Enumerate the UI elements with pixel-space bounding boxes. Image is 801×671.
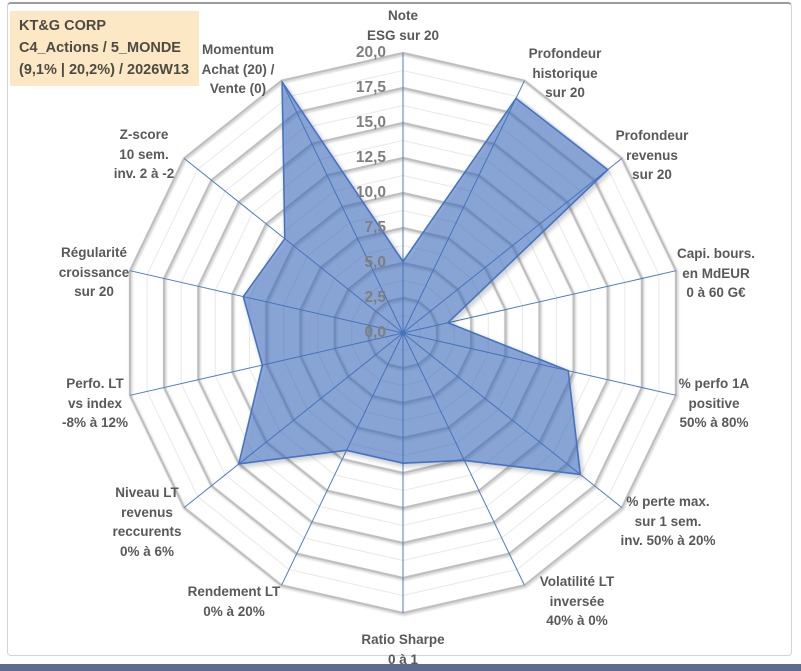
axis-label-line: 0 à 1 — [387, 651, 419, 667]
axis-label-line: sur 20 — [545, 85, 585, 100]
axis-label-3: Capi. bours. en MdEUR 0 à 60 G€ — [677, 244, 755, 303]
axis-label-line: revenus — [626, 147, 678, 163]
axis-label-line: revenus — [121, 504, 173, 520]
chart-title-box[interactable]: KT&G CORP C4_Actions / 5_MONDE (9,1% | 2… — [10, 11, 200, 86]
radial-tick-label: 17,5 — [355, 79, 386, 96]
axis-label-line: reccurents — [112, 524, 182, 539]
axis-label-line: vs index — [67, 395, 123, 411]
axis-label-line: % perte max. — [626, 494, 710, 509]
axis-label-line: 0% à 20% — [203, 603, 265, 619]
axis-label-line: 10 sem. — [119, 146, 169, 162]
axis-label-6: Volatilité LT inversée 40% à 0% — [540, 572, 615, 631]
axis-label-12: Z-score 10 sem. inv. 2 à -2 — [114, 125, 175, 184]
axis-label-13: Momentum Achat (20) / Vente (0) — [202, 40, 275, 99]
axis-label-line: sur 20 — [74, 284, 114, 299]
axis-label-line: 0% à 6% — [119, 543, 175, 559]
title-stats-week: (9,1% | 20,2%) / 2026W13 — [19, 62, 190, 78]
radial-tick-label: 7,5 — [364, 219, 386, 236]
window-edge-bar — [0, 664, 801, 671]
axis-label-line: -8% à 12% — [61, 415, 129, 430]
radial-tick-label: 5,0 — [364, 254, 386, 271]
axis-label-2: Profondeur revenus sur 20 — [616, 126, 689, 185]
axis-label-line: Volatilité LT — [539, 574, 615, 589]
radial-tick-label: 2,5 — [364, 289, 386, 306]
axis-label-line: Note — [387, 8, 418, 23]
axis-label-line: 50% à 80% — [679, 415, 749, 430]
axis-label-line: en MdEUR — [682, 265, 750, 281]
axis-label-line: Profondeur — [528, 46, 602, 61]
axis-label-line: ESG sur 20 — [366, 27, 440, 43]
axis-label-line: inv. 50% à 20% — [620, 533, 716, 548]
axis-label-line: inversée — [549, 593, 605, 609]
axis-label-0: Note ESG sur 20 — [367, 6, 439, 45]
axis-label-line: Niveau LT — [115, 485, 179, 500]
title-company: KT&G CORP — [19, 18, 106, 34]
radar-series-polygon[interactable] — [238, 81, 609, 476]
axis-label-line: Z-score — [119, 127, 169, 142]
axis-label-4: % perfo 1A positive 50% à 80% — [679, 374, 750, 433]
axis-label-9: Niveau LT revenus reccurents 0% à 6% — [112, 483, 181, 561]
axis-label-line: inv. 2 à -2 — [113, 166, 175, 181]
axis-label-5: % perte max. sur 1 sem. inv. 50% à 20% — [620, 492, 715, 551]
axis-label-line: 40% à 0% — [546, 613, 608, 628]
axis-label-line: historique — [532, 65, 598, 81]
axis-label-line: sur 20 — [632, 167, 672, 182]
axis-label-10: Perfo. LT vs index -8% à 12% — [62, 374, 128, 433]
axis-label-line: positive — [688, 395, 740, 411]
radial-tick-label: 12,5 — [355, 149, 386, 166]
axis-label-line: Achat (20) / — [201, 61, 275, 77]
axis-label-11: Régularité croissance sur 20 — [59, 243, 130, 302]
radial-tick-label: 10,0 — [355, 184, 386, 201]
axis-label-line: Capi. bours. — [676, 246, 756, 261]
axis-label-line: Régularité — [60, 245, 128, 260]
axis-label-line: croissance — [58, 264, 130, 280]
axis-label-8: Rendement LT 0% à 20% — [188, 582, 281, 621]
axis-label-line: 0 à 60 G€ — [686, 285, 746, 300]
axis-label-line: % perfo 1A — [678, 376, 750, 391]
radial-tick-label: 15,0 — [355, 114, 386, 131]
axis-label-line: Ratio Sharpe — [361, 632, 445, 647]
radial-tick-label: 20,0 — [355, 44, 386, 61]
axis-label-1: Profondeur historique sur 20 — [529, 44, 602, 103]
axis-label-line: Momentum — [202, 42, 274, 57]
axis-label-line: Profondeur — [615, 128, 689, 143]
axis-label-line: Perfo. LT — [66, 376, 124, 391]
title-category: C4_Actions / 5_MONDE — [19, 40, 181, 56]
axis-label-line: sur 1 sem. — [634, 513, 702, 529]
axis-label-line: Rendement LT — [187, 584, 281, 599]
radial-tick-label: 0,0 — [364, 324, 386, 341]
axis-label-line: Vente (0) — [209, 81, 267, 96]
axis-label-7: Ratio Sharpe 0 à 1 — [361, 630, 444, 669]
radar-series[interactable] — [238, 81, 609, 476]
